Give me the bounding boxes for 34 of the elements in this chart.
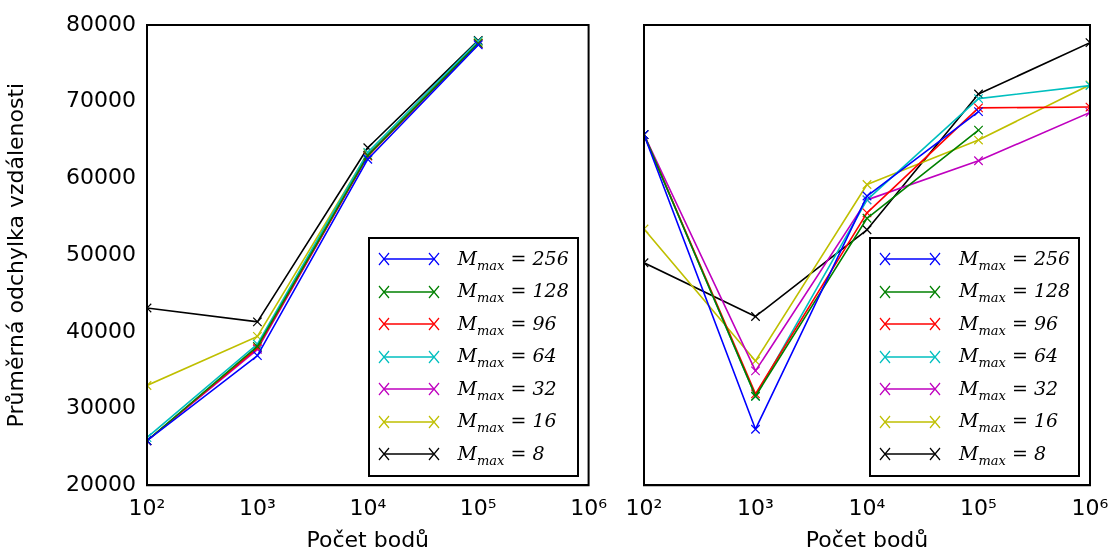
x-tick-label: 10⁶ xyxy=(1071,495,1109,521)
legend-label: M$_{max}$ = 16 xyxy=(959,409,1059,435)
legend-label: M$_{max}$ = 128 xyxy=(457,279,569,305)
legend-label: M$_{max}$ = 8 xyxy=(457,441,545,468)
y-tick-label: 60000 xyxy=(66,164,136,190)
y-tick-label: 50000 xyxy=(66,240,136,266)
x-tick-label: 10² xyxy=(128,495,166,521)
y-tick-label: 20000 xyxy=(66,470,136,496)
x-tick-label: 10⁶ xyxy=(570,495,608,521)
y-tick-label: 70000 xyxy=(66,87,136,113)
x-tick-label: 10⁵ xyxy=(960,495,997,521)
legend-label: M$_{max}$ = 16 xyxy=(457,409,557,435)
legend-label: M$_{max}$ = 96 xyxy=(959,311,1059,338)
x-tick-label: 10⁵ xyxy=(459,495,497,521)
legend-label: M$_{max}$ = 256 xyxy=(959,246,1071,273)
y-tick-label: 30000 xyxy=(66,394,136,420)
x-tick-label: 10³ xyxy=(737,495,774,521)
legend-label: M$_{max}$ = 32 xyxy=(959,376,1059,403)
legend-label: M$_{max}$ = 64 xyxy=(457,344,557,370)
x-tick-label: 10³ xyxy=(238,495,276,521)
x-axis-title: Počet bodů xyxy=(306,526,430,552)
legend-label: M$_{max}$ = 8 xyxy=(959,441,1046,468)
legend-label: M$_{max}$ = 64 xyxy=(959,344,1059,370)
x-axis-title: Počet bodů xyxy=(805,526,929,552)
y-tick-label: 80000 xyxy=(66,10,136,36)
y-tick-label: 40000 xyxy=(66,317,136,343)
legend-label: M$_{max}$ = 32 xyxy=(457,376,557,403)
x-tick-label: 10⁴ xyxy=(848,495,886,521)
x-tick-label: 10⁴ xyxy=(349,495,387,521)
x-tick-label: 10² xyxy=(625,495,663,521)
legend-label: M$_{max}$ = 128 xyxy=(959,279,1071,305)
legend-label: M$_{max}$ = 256 xyxy=(457,246,569,273)
y-axis-title: Průměrná odchylka vzdálenosti xyxy=(2,82,28,428)
legend-label: M$_{max}$ = 96 xyxy=(457,311,557,338)
